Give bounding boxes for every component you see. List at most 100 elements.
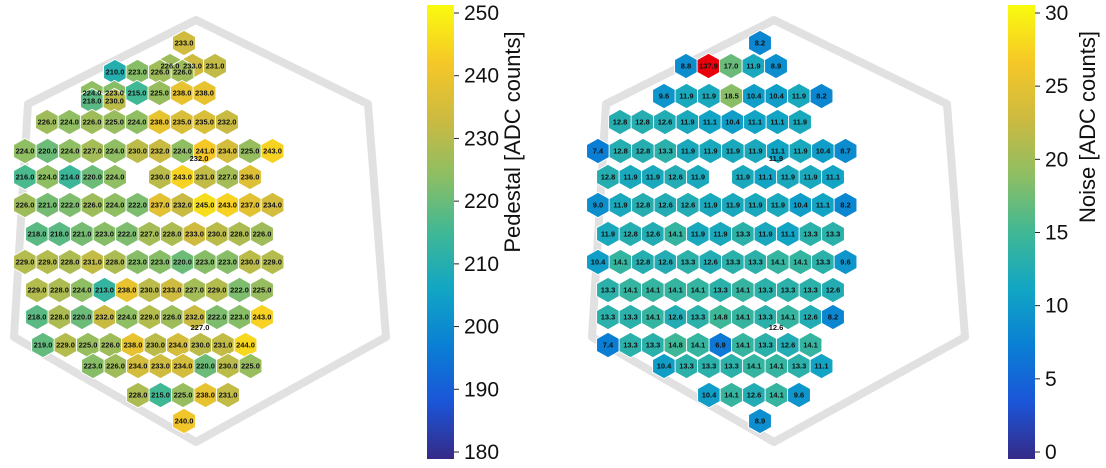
cell-value-label: 13.3 xyxy=(726,258,741,267)
cell-value-label: 223.0 xyxy=(128,68,147,77)
heatmap-cell xyxy=(250,303,274,331)
cell-value-label: 137.9 xyxy=(699,62,718,71)
cell-value-label: 11.1 xyxy=(781,230,795,239)
cell-value-label: 233.0 xyxy=(183,62,202,71)
cell-value-label: 235.0 xyxy=(173,118,192,127)
colorbar-tick-label: 190 xyxy=(464,378,499,401)
cell-value-label: 11.1 xyxy=(758,173,772,182)
cell-value-label: 227.0 xyxy=(191,323,210,332)
colorbar-tick-label: 230 xyxy=(464,127,499,150)
cell-value-label: 11.9 xyxy=(803,173,817,182)
cell-value-label: 13.3 xyxy=(658,147,673,156)
center-channel-label: 11.9 xyxy=(769,154,783,163)
cell-value-label: 13.3 xyxy=(803,286,818,295)
cell-value-label: 11.9 xyxy=(702,92,716,101)
cell-value-label: 230.0 xyxy=(191,341,210,350)
cell-value-label: 11.9 xyxy=(781,173,795,182)
noise-cell-labels: 8.2 8.8 137.9 17.0 11.9 8.9 9.6 11.9 11.9 18.5 10.… xyxy=(591,39,851,426)
cell-value-label: 228.0 xyxy=(106,258,125,267)
cell-value-label: 236.0 xyxy=(241,173,260,182)
cell-value-label: 243.0 xyxy=(263,147,282,156)
cell-value-label: 238.0 xyxy=(124,341,143,350)
pedestal-colorbar-ticks: 180 190 200 210 220 230 240 250 xyxy=(454,2,499,464)
cell-value-label: 12.6 xyxy=(681,201,696,210)
heatmap-cell xyxy=(686,163,710,191)
cell-value-label: 11.9 xyxy=(703,147,717,156)
empty-channel xyxy=(714,169,727,185)
cell-value-label: 11.9 xyxy=(748,201,762,210)
colorbar-tick-label: 210 xyxy=(464,253,499,276)
cell-value-label: 13.3 xyxy=(646,341,661,350)
cell-value-label: 14.1 xyxy=(747,362,762,371)
colorbar-tick-label: 5 xyxy=(1045,368,1057,391)
cell-value-label: 12.8 xyxy=(613,147,628,156)
cell-value-label: 225.0 xyxy=(105,118,124,127)
cell-value-label: 229.0 xyxy=(56,341,75,350)
cell-value-label: 14.1 xyxy=(646,286,661,295)
heatmap-cell xyxy=(833,191,858,219)
cell-value-label: 222.0 xyxy=(230,286,249,295)
cell-value-label: 11.9 xyxy=(758,230,772,239)
colorbar-tick-label: 200 xyxy=(464,316,499,339)
cell-value-label: 13.3 xyxy=(601,313,616,322)
colorbar-tick-label: 220 xyxy=(464,190,499,213)
cell-value-label: 14.1 xyxy=(691,286,706,295)
colorbar-tick-label: 0 xyxy=(1045,441,1057,464)
cell-value-label: 12.6 xyxy=(747,391,762,400)
cell-value-label: 218.0 xyxy=(83,97,102,106)
cell-value-label: 235.0 xyxy=(195,118,214,127)
cell-value-label: 6.9 xyxy=(715,341,725,350)
cell-value-label: 9.6 xyxy=(659,92,669,101)
center-channel-label: 232.0 xyxy=(190,154,209,163)
cell-value-label: 227.0 xyxy=(140,230,159,239)
cell-value-label: 224.0 xyxy=(83,89,102,98)
cell-value-label: 13.3 xyxy=(679,362,694,371)
heatmap-cell xyxy=(821,276,845,304)
cell-value-label: 7.4 xyxy=(593,147,604,156)
cell-value-label: 222.0 xyxy=(61,201,80,210)
cell-value-label: 10.4 xyxy=(793,201,808,210)
cell-value-label: 11.9 xyxy=(703,201,717,210)
cell-value-label: 10.4 xyxy=(702,391,717,400)
cell-value-label: 11.1 xyxy=(814,362,828,371)
cell-value-label: 13.3 xyxy=(623,341,638,350)
heatmap-cell xyxy=(238,163,262,191)
cell-value-label: 11.9 xyxy=(713,230,727,239)
cell-value-label: 13.3 xyxy=(803,230,818,239)
cell-value-label: 230.0 xyxy=(140,286,159,295)
cell-value-label: 228.0 xyxy=(230,230,249,239)
cell-value-label: 226.0 xyxy=(173,68,192,77)
cell-value-label: 244.0 xyxy=(236,341,255,350)
cell-value-label: 220.0 xyxy=(38,147,57,156)
cell-value-label: 13.3 xyxy=(758,313,773,322)
cell-value-label: 227.0 xyxy=(185,286,204,295)
cell-value-label: 11.9 xyxy=(793,118,807,127)
colorbar-tick-label: 180 xyxy=(464,441,499,464)
heatmap-cell xyxy=(788,108,812,136)
cell-value-label: 226.0 xyxy=(16,201,35,210)
cell-value-label: 11.9 xyxy=(691,230,705,239)
cell-value-label: 11.9 xyxy=(646,173,660,182)
cell-value-label: 14.1 xyxy=(771,258,786,267)
cell-value-label: 12.8 xyxy=(636,258,651,267)
cell-value-label: 230.0 xyxy=(208,230,227,239)
cell-value-label: 10.4 xyxy=(747,92,762,101)
cell-value-label: 224.0 xyxy=(106,147,125,156)
cell-value-label: 234.0 xyxy=(169,341,188,350)
pedestal-colorbar-label: Pedestal [ADC counts] xyxy=(500,31,525,252)
cell-value-label: 12.6 xyxy=(781,341,796,350)
cell-value-label: 11.9 xyxy=(623,173,637,182)
cell-value-label: 232.0 xyxy=(185,313,204,322)
cell-value-label: 11.9 xyxy=(613,201,627,210)
cell-value-label: 233.0 xyxy=(185,230,204,239)
heatmap-cell xyxy=(260,191,285,219)
cell-value-label: 18.5 xyxy=(724,92,739,101)
noise-colorbar xyxy=(1008,5,1035,459)
cell-value-label: 12.8 xyxy=(636,147,651,156)
cell-value-label: 218.0 xyxy=(50,230,69,239)
cell-value-label: 14.1 xyxy=(691,341,706,350)
cell-value-label: 224.0 xyxy=(16,147,35,156)
noise-colorbar-label: Noise [ADC counts] xyxy=(1075,31,1100,223)
cell-value-label: 11.9 xyxy=(681,147,695,156)
